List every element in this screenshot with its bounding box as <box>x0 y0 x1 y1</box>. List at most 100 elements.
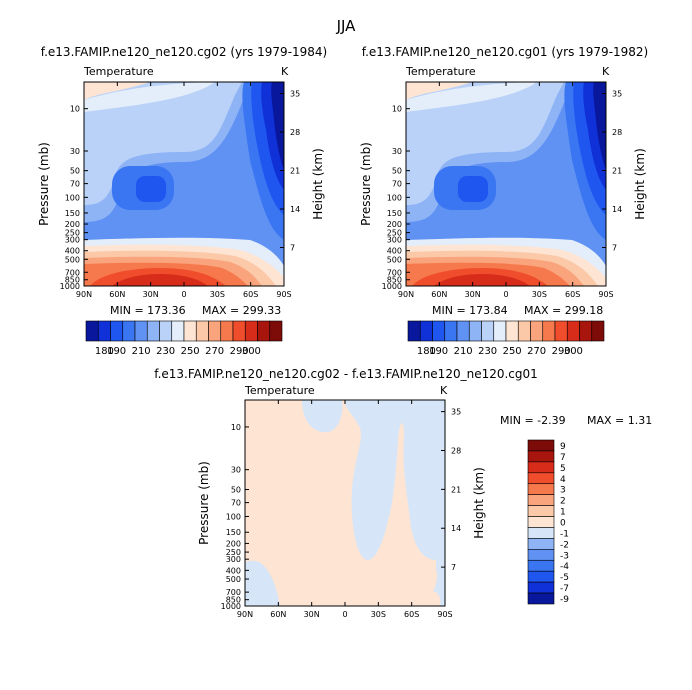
y2-tick-label: 35 <box>612 89 622 98</box>
x-tick-label: 60S <box>243 290 258 299</box>
y2-tick-label: 7 <box>451 563 456 572</box>
colorbar-swatch <box>85 320 99 342</box>
y2-axis-label: Height (km) <box>633 148 647 219</box>
x-tick-label: 30N <box>143 290 159 299</box>
field-band <box>406 82 472 100</box>
x-tick-label: 30S <box>371 610 386 619</box>
y-tick-label: 850 <box>226 596 241 605</box>
x-tick-label: 90N <box>76 290 92 299</box>
colorbar-swatch <box>527 483 555 495</box>
colorbar-label: 1 <box>560 508 566 518</box>
panel-difference: f.e13.FAMIP.ne120_ne120.cg02 - f.e13.FAM… <box>154 367 652 619</box>
max-label: MAX = 299.18 <box>524 304 603 317</box>
x-tick-label: 90S <box>437 610 452 619</box>
y-tick-label: 850 <box>65 276 80 285</box>
y2-axis-label: Height (km) <box>311 148 325 219</box>
x-tick-label: 30N <box>304 610 320 619</box>
colorbar-label: 190 <box>107 346 126 357</box>
variable-label: Temperature <box>244 384 315 397</box>
y-tick-label: 30 <box>70 147 80 156</box>
panel-cg02: f.e13.FAMIP.ne120_ne120.cg02 (yrs 1979-1… <box>37 45 327 357</box>
colorbar-label: 4 <box>560 475 566 485</box>
x-tick-label: 30S <box>210 290 225 299</box>
y2-tick-label: 28 <box>290 128 300 137</box>
y-tick-label: 250 <box>387 229 402 238</box>
y-tick-label: 50 <box>70 167 80 176</box>
colorbar-swatch <box>527 559 555 572</box>
x-tick-label: 0 <box>503 290 508 299</box>
colorbar-label: -7 <box>560 584 569 594</box>
panel-cg01: f.e13.FAMIP.ne120_ne120.cg01 (yrs 1979-1… <box>359 45 648 357</box>
y-axis-label: Pressure (mb) <box>359 142 373 226</box>
field-band <box>302 400 343 433</box>
axis-ticks: 90N 60N 30N 0 30S 60S 90S103050701001502002503… <box>221 400 461 619</box>
colorbar-swatch <box>527 494 555 506</box>
y-tick-label: 100 <box>387 193 402 202</box>
colorbar-label: 290 <box>552 346 571 357</box>
colorbar-label: -3 <box>560 551 569 561</box>
colorbar-label: 5 <box>560 464 566 474</box>
colorbar-swatch <box>183 320 197 342</box>
y-tick-label: 200 <box>226 539 241 548</box>
colorbar-swatch <box>527 516 555 528</box>
y2-tick-label: 7 <box>290 243 295 252</box>
axis-ticks: 90N 60N 30N 0 30S 60S 90S103050701001502002503… <box>382 82 622 299</box>
field-band <box>136 176 166 202</box>
y-axis-label: Pressure (mb) <box>37 142 51 226</box>
colorbar-label: 190 <box>429 346 448 357</box>
units-label: K <box>602 65 610 78</box>
colorbar-label: 270 <box>205 346 224 357</box>
y-tick-label: 700 <box>65 268 80 277</box>
contour-field <box>245 400 445 606</box>
y-tick-label: 10 <box>70 105 80 114</box>
y-tick-label: 500 <box>226 575 241 584</box>
colorbar-swatch <box>527 505 555 517</box>
colorbar-swatch <box>444 320 458 342</box>
units-label: K <box>440 384 448 397</box>
x-tick-label: 60S <box>404 610 419 619</box>
y-tick-label: 400 <box>387 247 402 256</box>
x-tick-label: 60S <box>565 290 580 299</box>
x-tick-label: 60N <box>270 610 286 619</box>
colorbar-swatch <box>110 320 124 342</box>
y2-axis-label: Height (km) <box>472 467 486 538</box>
colorbar-swatch <box>579 320 593 342</box>
y-tick-label: 150 <box>226 528 241 537</box>
y-tick-label: 100 <box>65 193 80 202</box>
colorbar-swatch <box>493 320 507 342</box>
colorbar-swatch <box>527 549 555 561</box>
colorbar-label: 180 <box>417 346 436 357</box>
field-band <box>424 591 441 606</box>
y2-tick-label: 21 <box>290 166 300 175</box>
colorbar-swatch <box>195 320 209 342</box>
y-tick-label: 10 <box>392 105 402 114</box>
colorbar-label: 300 <box>242 346 261 357</box>
y-tick-label: 250 <box>226 548 241 557</box>
y2-tick-label: 14 <box>612 205 622 214</box>
colorbar-label: 270 <box>527 346 546 357</box>
y2-tick-label: 14 <box>290 205 300 214</box>
colorbar-swatch <box>122 320 136 342</box>
colorbar-label: 290 <box>230 346 249 357</box>
colorbar-swatch <box>468 320 482 342</box>
colorbar-swatch <box>566 320 580 342</box>
colorbar-label: 250 <box>181 346 200 357</box>
y-tick-label: 30 <box>231 466 241 475</box>
y-tick-label: 300 <box>387 236 402 245</box>
y-tick-label: 150 <box>65 209 80 218</box>
colorbar-label: -2 <box>560 540 569 550</box>
colorbar-swatch <box>554 320 568 342</box>
min-label: MIN = 173.36 <box>110 304 186 317</box>
colorbar-label: -1 <box>560 529 569 539</box>
y-tick-label: 300 <box>65 236 80 245</box>
colorbar-label: 250 <box>503 346 522 357</box>
colorbar-swatch <box>419 320 433 342</box>
colorbar-swatch <box>527 581 555 594</box>
y-tick-label: 300 <box>226 555 241 564</box>
y-tick-label: 100 <box>226 512 241 521</box>
colorbar-label: -4 <box>560 562 569 572</box>
y2-tick-label: 21 <box>612 166 622 175</box>
